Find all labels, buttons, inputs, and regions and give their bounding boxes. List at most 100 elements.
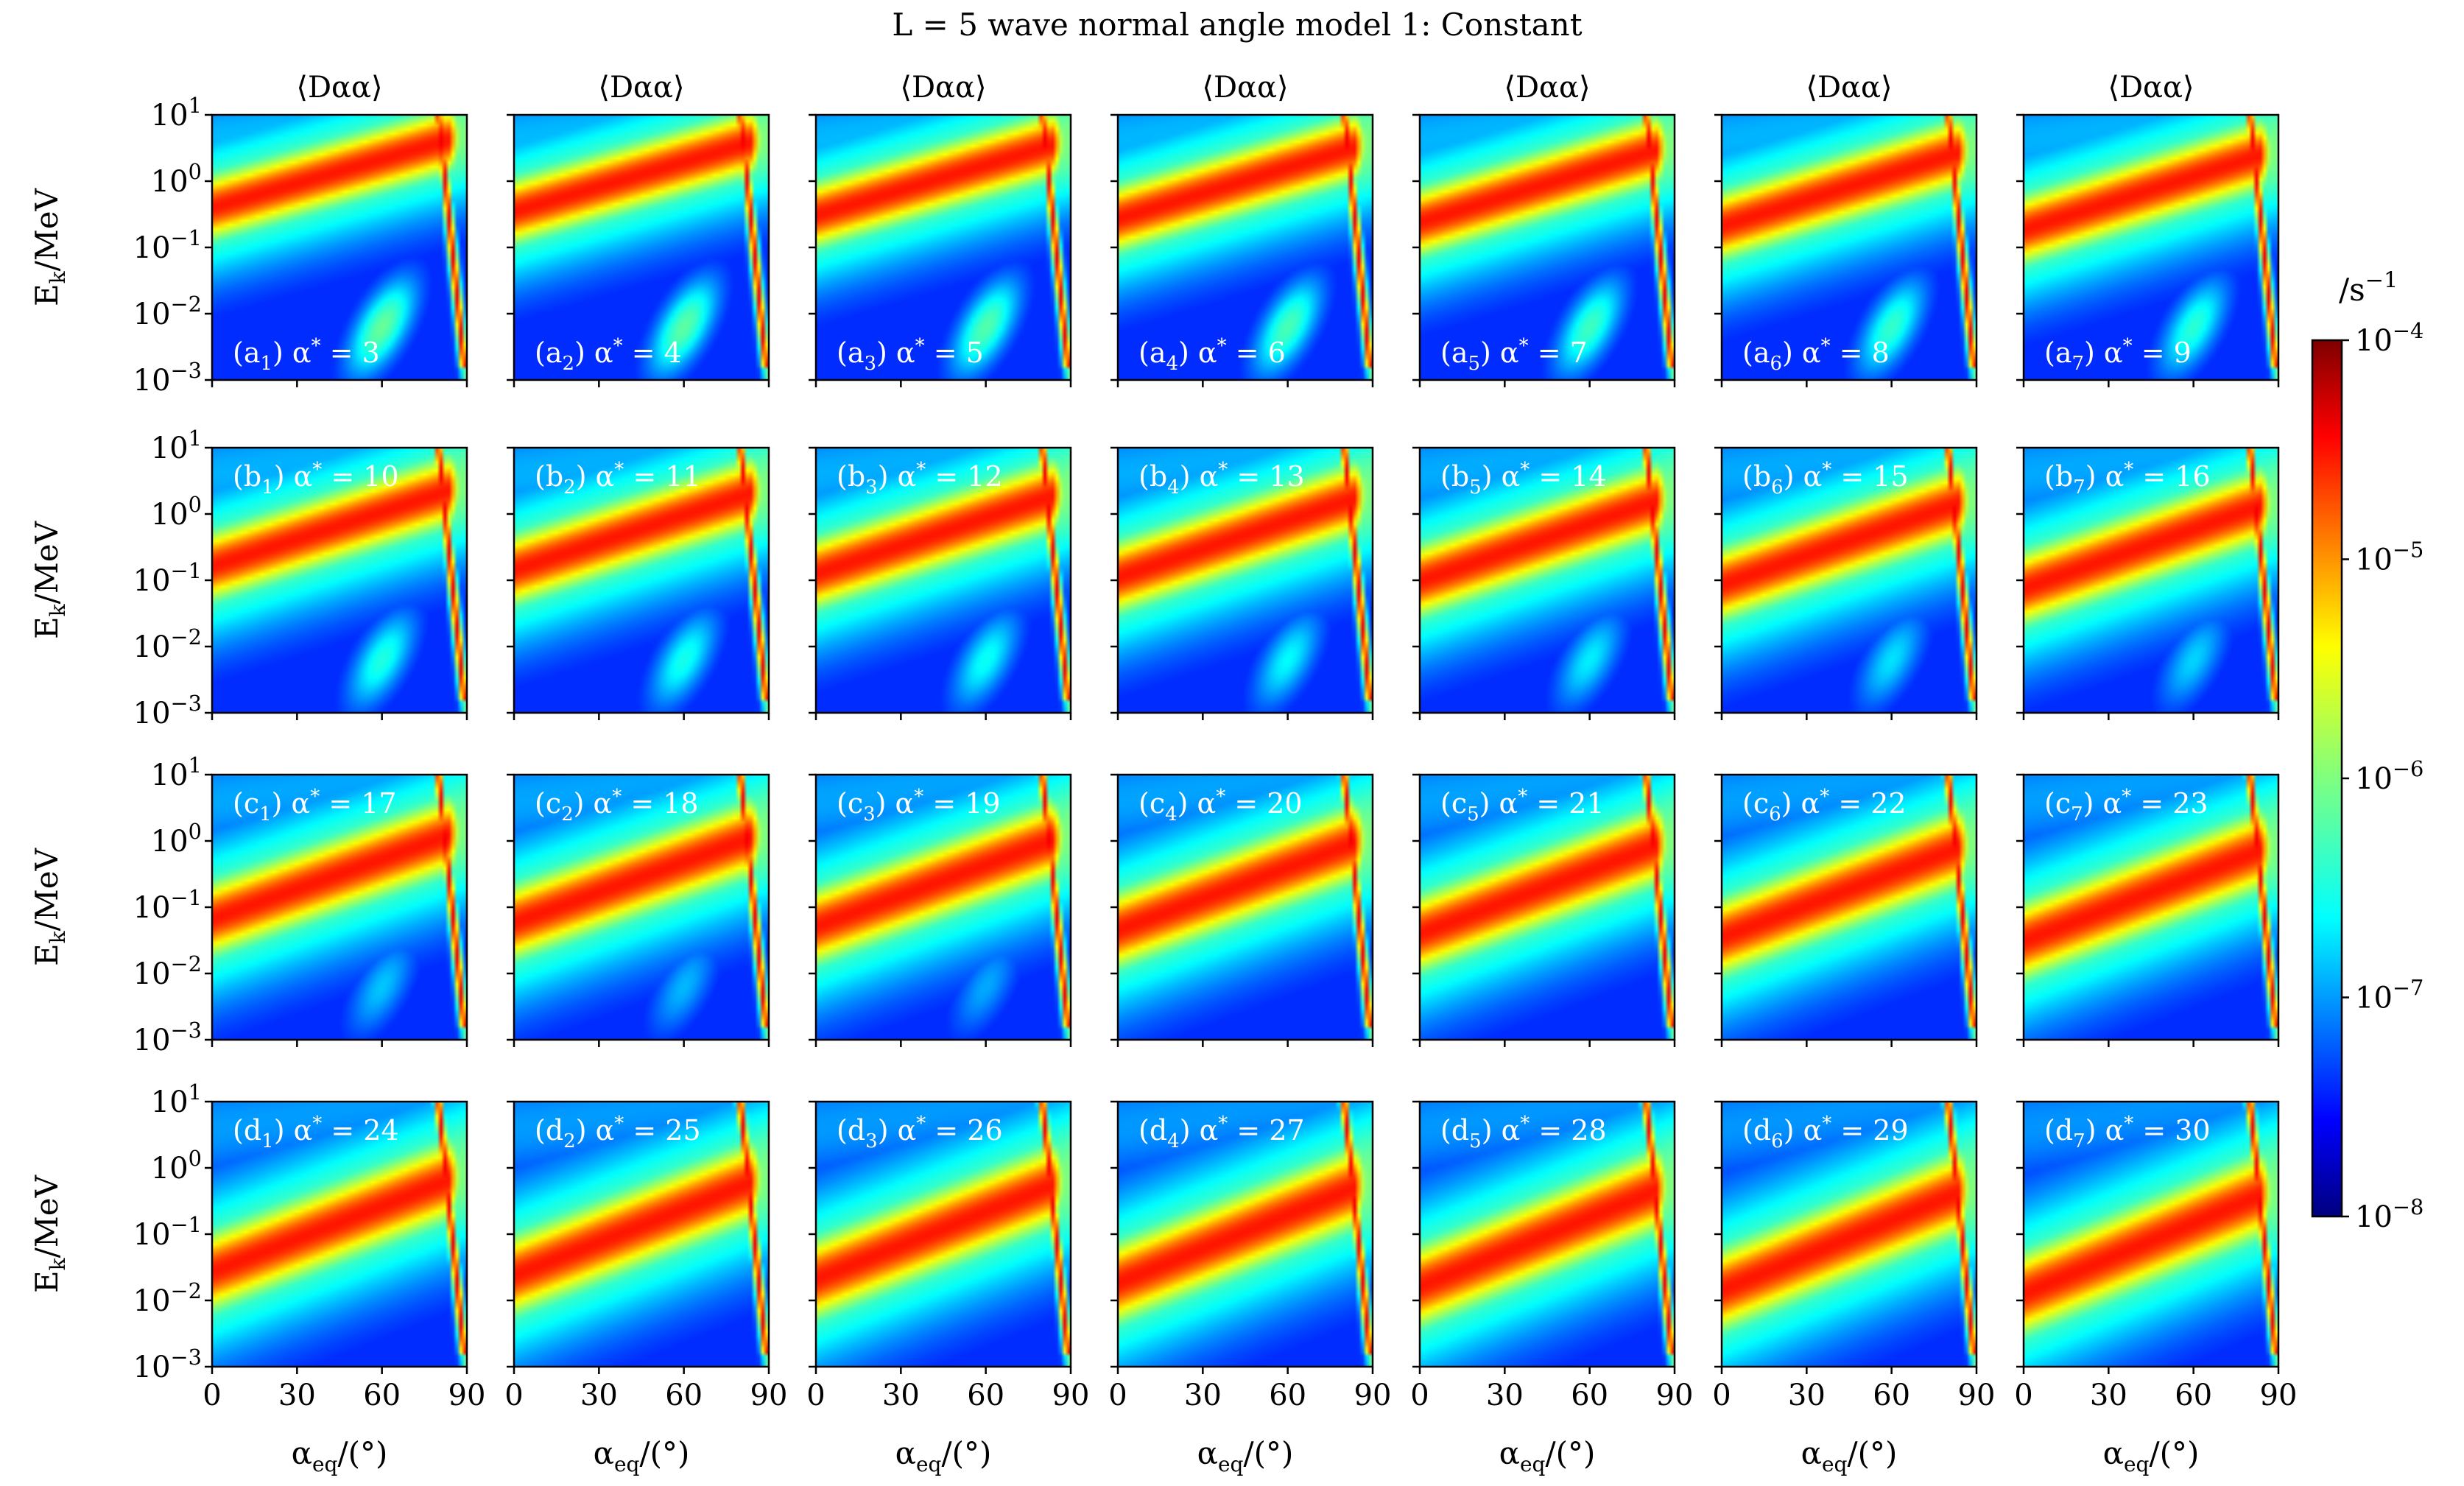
y-tick-label: 101: [151, 426, 202, 465]
heatmap-image: [816, 448, 1071, 713]
x-axis-label: αeq/(°): [895, 1435, 992, 1476]
heatmap-image: [514, 448, 769, 713]
heatmap-image: [1420, 775, 1675, 1040]
heatmap-image: [1118, 448, 1373, 713]
x-tick-label: 60: [1873, 1378, 1910, 1412]
panel-label: (b7) α* = 16: [2044, 459, 2211, 499]
y-tick-label: 10−1: [133, 558, 202, 598]
heatmap-image: [1722, 115, 1977, 380]
panel-c7: (c7) α* = 23: [2016, 773, 2280, 1047]
panel-label: (a7) α* = 9: [2044, 335, 2192, 375]
x-axis-label: αeq/(°): [2103, 1435, 2200, 1476]
panel-a7: (a7) α* = 9: [2016, 113, 2280, 387]
heatmap-image: [816, 1102, 1071, 1367]
panel-label: (c7) α* = 23: [2044, 786, 2208, 825]
colorbar-tick-label: 10−5: [2355, 538, 2423, 577]
column-title: ⟨Dαα⟩: [900, 71, 986, 105]
panel-d4: (d4) α* = 27 0 30 60 90: [1108, 1100, 1392, 1412]
x-tick-label: 0: [2014, 1378, 2032, 1412]
panel-label: (d1) α* = 24: [233, 1113, 399, 1152]
heatmap-image: [1420, 115, 1675, 380]
x-tick-label: 30: [882, 1378, 920, 1412]
x-tick-label: 30: [580, 1378, 618, 1412]
colorbar-tick-label: 10−6: [2355, 756, 2423, 796]
heatmap-image: [1420, 448, 1675, 713]
x-tick-label: 90: [750, 1378, 788, 1412]
y-axis-label: Ek/MeV: [29, 188, 70, 306]
y-tick-label: 10−3: [133, 1018, 202, 1057]
y-tick-label: 10−3: [133, 358, 202, 398]
panel-b1: (b1) α* = 10 101 100 10−1 10−2 10−3: [133, 426, 468, 730]
panel-label: (c2) α* = 18: [535, 786, 699, 825]
panel-c6: (c6) α* = 22: [1714, 773, 1978, 1047]
panel-b7: (b7) α* = 16: [2016, 446, 2280, 720]
heatmap-image: [2024, 448, 2278, 713]
x-tick-label: 90: [1354, 1378, 1392, 1412]
column-title: ⟨Dαα⟩: [1202, 71, 1288, 105]
panel-label: (a1) α* = 3: [233, 335, 380, 375]
panel-d2: (d2) α* = 25 0 30 60 90: [504, 1100, 788, 1412]
panel-label: (c4) α* = 20: [1138, 786, 1303, 825]
x-tick-label: 0: [1410, 1378, 1429, 1412]
heatmap-image: [1420, 1102, 1675, 1367]
colorbar: 10−4 10−5 10−6 10−7 10−8/s−1: [2311, 267, 2423, 1234]
y-axis-label: Ek/MeV: [29, 1175, 70, 1293]
x-tick-label: 0: [806, 1378, 825, 1412]
panel-a5: (a5) α* = 7: [1412, 113, 1676, 387]
x-tick-label: 90: [1958, 1378, 1996, 1412]
panel-label: (d2) α* = 25: [535, 1113, 701, 1152]
panel-b2: (b2) α* = 11: [507, 446, 770, 720]
panel-label: (a3) α* = 5: [837, 335, 984, 375]
y-tick-label: 10−2: [133, 1278, 202, 1318]
column-title: ⟨Dαα⟩: [296, 71, 382, 105]
heatmap-image: [2024, 1102, 2278, 1367]
panel-b4: (b4) α* = 13: [1110, 446, 1374, 720]
panel-label: (a4) α* = 6: [1138, 335, 1286, 375]
panel-d5: (d5) α* = 28 0 30 60 90: [1410, 1100, 1693, 1412]
heatmap-image: [1722, 448, 1977, 713]
y-tick-label: 10−1: [133, 885, 202, 925]
heatmap-image: [514, 1102, 769, 1367]
heatmap-image: [816, 115, 1071, 380]
panel-label: (b2) α* = 11: [535, 459, 701, 499]
heatmap-image: [816, 775, 1071, 1040]
y-tick-label: 100: [151, 1146, 202, 1186]
y-tick-label: 10−3: [133, 1345, 202, 1384]
y-tick-label: 101: [151, 1080, 202, 1119]
y-tick-label: 10−2: [133, 624, 202, 664]
colorbar-tick-label: 10−4: [2355, 318, 2423, 358]
panel-d3: (d3) α* = 26 0 30 60 90: [806, 1100, 1089, 1412]
x-tick-label: 60: [2175, 1378, 2212, 1412]
column-title: ⟨Dαα⟩: [598, 71, 684, 105]
x-tick-label: 0: [203, 1378, 221, 1412]
panel-label: (b6) α* = 15: [1742, 459, 1909, 499]
x-tick-label: 60: [967, 1378, 1004, 1412]
column-title: ⟨Dαα⟩: [1806, 71, 1892, 105]
column-titles: ⟨Dαα⟩ ⟨Dαα⟩ ⟨Dαα⟩ ⟨Dαα⟩ ⟨Dαα⟩ ⟨Dαα⟩ ⟨Dαα⟩: [296, 71, 2194, 105]
panel-grid: (a1) α* = 3 101 100 10−1 10−2 10−3 (a2) α* = 4…: [133, 93, 2298, 1412]
x-tick-label: 90: [2260, 1378, 2298, 1412]
y-tick-label: 10−2: [133, 292, 202, 331]
colorbar-gradient: [2312, 340, 2342, 1216]
panel-label: (b3) α* = 12: [837, 459, 1003, 499]
x-axis-label: αeq/(°): [1499, 1435, 1596, 1476]
column-title: ⟨Dαα⟩: [2108, 71, 2194, 105]
y-tick-label: 10−1: [133, 225, 202, 265]
panel-label: (a6) α* = 8: [1742, 335, 1890, 375]
heatmap-image: [212, 115, 467, 380]
y-tick-label: 100: [151, 492, 202, 532]
panel-c5: (c5) α* = 21: [1412, 773, 1676, 1047]
heatmap-image: [1118, 115, 1373, 380]
x-tick-label: 60: [363, 1378, 401, 1412]
heatmap-image: [212, 1102, 467, 1367]
x-tick-label: 30: [1184, 1378, 1222, 1412]
panel-a2: (a2) α* = 4: [507, 113, 770, 387]
panel-label: (b5) α* = 14: [1440, 459, 1607, 499]
panel-d7: (d7) α* = 30 0 30 60 90: [2014, 1100, 2298, 1412]
panel-label: (c5) α* = 21: [1440, 786, 1605, 825]
x-tick-label: 0: [1108, 1378, 1127, 1412]
y-tick-label: 10−1: [133, 1212, 202, 1252]
x-tick-label: 60: [1571, 1378, 1608, 1412]
heatmap-image: [514, 775, 769, 1040]
